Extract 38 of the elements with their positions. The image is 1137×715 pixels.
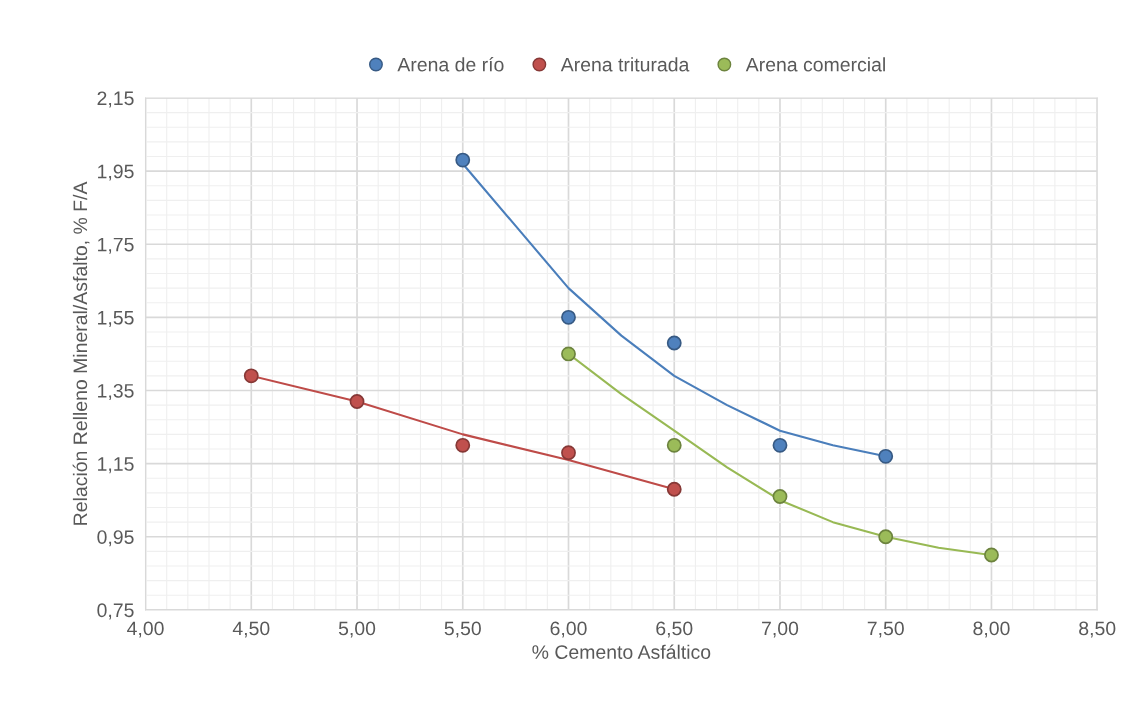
point <box>455 152 471 168</box>
point <box>984 547 999 563</box>
x-tick-label: 8,50 <box>1079 621 1116 638</box>
x-tick-label: 8,00 <box>973 621 1010 638</box>
y-tick-label: 1,35 <box>98 383 134 401</box>
y-tick-label: 1,15 <box>98 457 134 474</box>
x-tick-label: 4,50 <box>232 621 270 638</box>
y-tick-label: 0,95 <box>97 530 134 547</box>
legend-label: Arena triturada <box>560 57 690 72</box>
point <box>561 346 576 362</box>
x-tick-label: 6,00 <box>550 621 587 638</box>
x-tick-label: 7,50 <box>867 621 904 638</box>
y-tick-label: 1,55 <box>98 311 134 327</box>
point <box>666 335 682 351</box>
y-tick-label: 2,15 <box>97 91 134 108</box>
point <box>772 489 788 504</box>
point <box>349 394 365 409</box>
x-tick-label: 5,00 <box>338 621 376 638</box>
point <box>772 437 788 453</box>
y-tick-label: 0,75 <box>97 603 134 620</box>
point <box>243 368 259 384</box>
legend-label: Arena de río <box>397 56 504 72</box>
x-tick-label: 5,50 <box>444 621 481 638</box>
y-tick-label: 1,95 <box>98 164 134 181</box>
legend-label: Arena comercial <box>745 57 885 72</box>
y-axis-title: Relación Relleno Mineral/Asfalto, % F/A <box>72 181 90 525</box>
x-tick-label: 7,00 <box>762 621 799 638</box>
point <box>878 529 894 545</box>
y-tick-label: 1,75 <box>98 237 134 254</box>
point <box>666 437 682 453</box>
point <box>561 445 576 461</box>
point <box>878 448 894 464</box>
x-axis-title: % Cemento Asfáltico <box>532 644 711 659</box>
point <box>455 437 471 453</box>
x-tick-label: 4,00 <box>127 621 164 638</box>
point <box>561 309 576 325</box>
point <box>666 481 682 497</box>
x-tick-label: 6,50 <box>656 621 693 638</box>
